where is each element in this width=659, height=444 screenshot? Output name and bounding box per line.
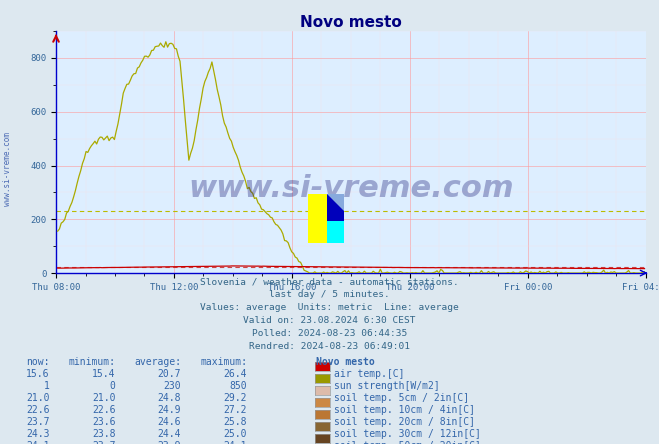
Text: 24.1: 24.1 <box>26 441 49 444</box>
Text: 29.2: 29.2 <box>223 393 247 404</box>
Text: 26.4: 26.4 <box>223 369 247 380</box>
Text: maximum:: maximum: <box>200 357 247 368</box>
Text: 25.8: 25.8 <box>223 417 247 428</box>
Bar <box>328 221 343 243</box>
Text: 230: 230 <box>163 381 181 392</box>
Text: 22.6: 22.6 <box>92 405 115 416</box>
Text: average:: average: <box>134 357 181 368</box>
Text: 24.4: 24.4 <box>158 429 181 440</box>
Title: Novo mesto: Novo mesto <box>300 15 402 30</box>
Text: 0: 0 <box>109 381 115 392</box>
Text: 21.0: 21.0 <box>26 393 49 404</box>
Text: 1: 1 <box>43 381 49 392</box>
Text: Slovenia / weather data - automatic stations.
last day / 5 minutes.
Values: aver: Slovenia / weather data - automatic stat… <box>200 278 459 351</box>
Text: 24.8: 24.8 <box>158 393 181 404</box>
Text: 21.0: 21.0 <box>92 393 115 404</box>
Text: 15.6: 15.6 <box>26 369 49 380</box>
Polygon shape <box>328 194 343 211</box>
Bar <box>328 194 343 221</box>
Text: 24.1: 24.1 <box>223 441 247 444</box>
Text: 24.9: 24.9 <box>158 405 181 416</box>
Bar <box>308 194 328 243</box>
Text: 27.2: 27.2 <box>223 405 247 416</box>
Text: air temp.[C]: air temp.[C] <box>334 369 405 380</box>
Text: soil temp. 10cm / 4in[C]: soil temp. 10cm / 4in[C] <box>334 405 475 416</box>
Text: sun strength[W/m2]: sun strength[W/m2] <box>334 381 440 392</box>
Text: Novo mesto: Novo mesto <box>316 357 375 368</box>
Text: 23.9: 23.9 <box>158 441 181 444</box>
Text: 24.3: 24.3 <box>26 429 49 440</box>
Text: 23.7: 23.7 <box>92 441 115 444</box>
Text: 23.8: 23.8 <box>92 429 115 440</box>
Text: 23.6: 23.6 <box>92 417 115 428</box>
Text: 25.0: 25.0 <box>223 429 247 440</box>
Text: soil temp. 30cm / 12in[C]: soil temp. 30cm / 12in[C] <box>334 429 481 440</box>
Text: 24.6: 24.6 <box>158 417 181 428</box>
Text: now:: now: <box>26 357 49 368</box>
Text: www.si-vreme.com: www.si-vreme.com <box>3 132 13 206</box>
Text: minimum:: minimum: <box>69 357 115 368</box>
Text: 20.7: 20.7 <box>158 369 181 380</box>
Text: 22.6: 22.6 <box>26 405 49 416</box>
Text: soil temp. 20cm / 8in[C]: soil temp. 20cm / 8in[C] <box>334 417 475 428</box>
Text: soil temp. 50cm / 20in[C]: soil temp. 50cm / 20in[C] <box>334 441 481 444</box>
Text: soil temp. 5cm / 2in[C]: soil temp. 5cm / 2in[C] <box>334 393 469 404</box>
Text: 850: 850 <box>229 381 247 392</box>
Text: 15.4: 15.4 <box>92 369 115 380</box>
Text: www.si-vreme.com: www.si-vreme.com <box>188 174 514 203</box>
Text: 23.7: 23.7 <box>26 417 49 428</box>
